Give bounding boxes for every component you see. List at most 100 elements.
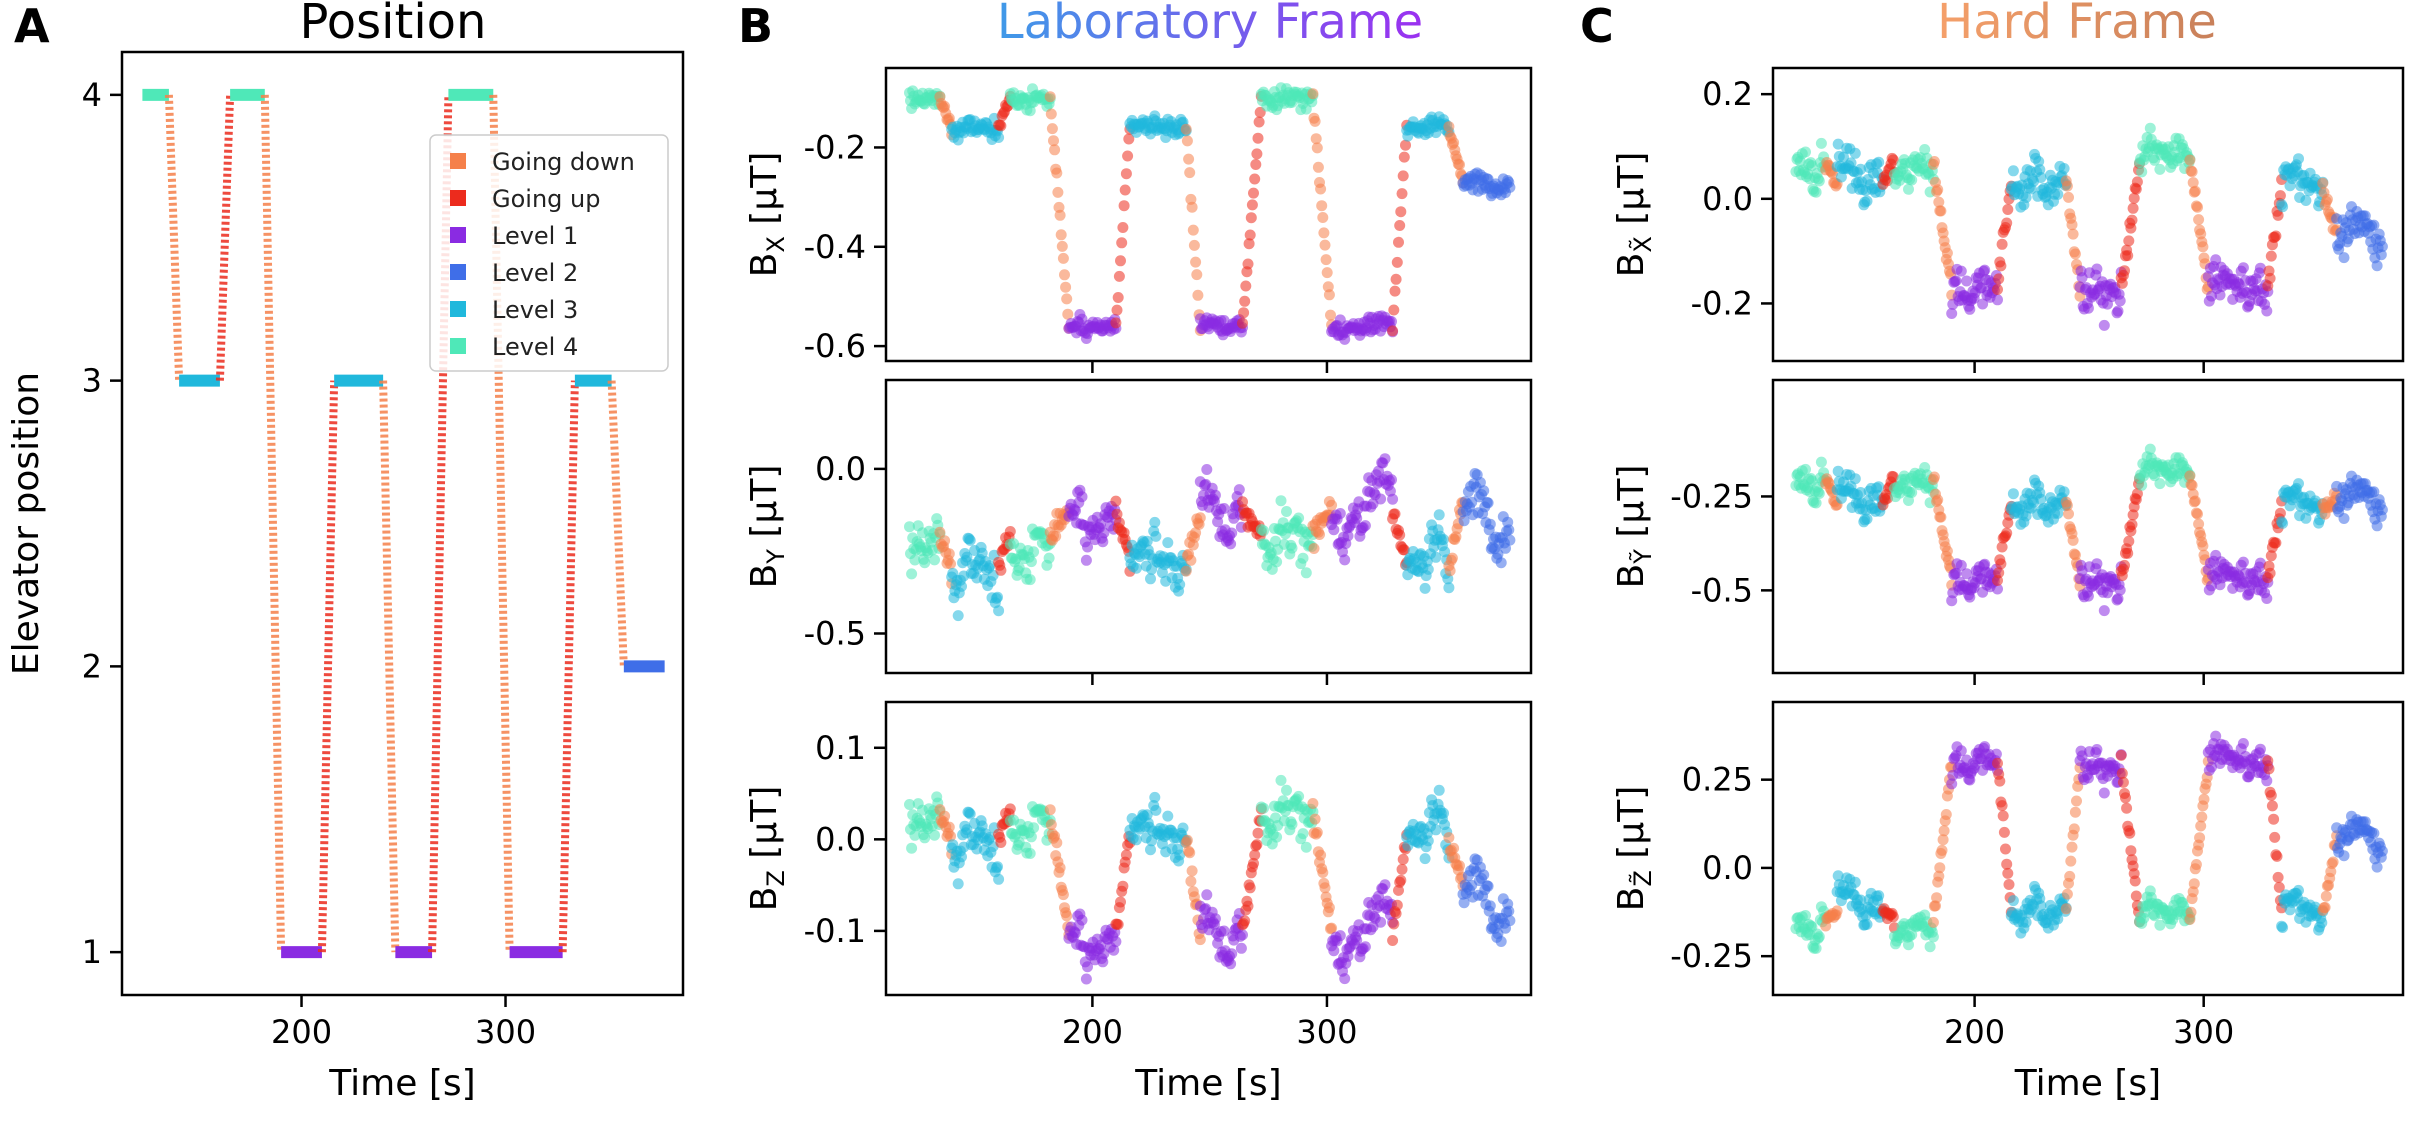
data-point-going_down — [2319, 901, 2331, 913]
data-point-going_down — [1044, 804, 1056, 816]
data-point-going_up — [1245, 212, 1257, 224]
y-tick-label-lab_bz: 0.0 — [815, 820, 866, 858]
data-point-level_3 — [2007, 488, 2019, 500]
data-point-going_up — [1122, 150, 1134, 162]
data-point-going_down — [1192, 289, 1204, 301]
data-point-level_1 — [1097, 956, 1109, 968]
y-tick-label-position: 4 — [82, 76, 102, 114]
data-point-going_down — [1316, 200, 1328, 212]
data-point-level_2 — [2368, 486, 2380, 498]
data-point-level_3 — [2293, 884, 2304, 896]
data-point-going_up — [2129, 875, 2141, 887]
transit-segment-going_up — [317, 380, 339, 953]
data-point-going_up — [2274, 507, 2286, 519]
data-point-level_3 — [1174, 579, 1186, 590]
data-point-level_1 — [1076, 914, 1088, 926]
data-point-going_down — [2197, 241, 2209, 253]
data-point-going_down — [1308, 543, 1320, 554]
data-point-level_3 — [1422, 835, 1434, 847]
data-point-level_4 — [906, 568, 918, 580]
data-point-level_1 — [2082, 302, 2094, 314]
data-point-level_3 — [1177, 822, 1189, 834]
data-point-going_up — [2130, 890, 2142, 902]
data-point-going_up — [1120, 168, 1132, 180]
axes-lab_by: 0.0 -0.5 BY [μT] — [744, 378, 1533, 685]
data-point-going_down — [1938, 825, 1950, 837]
points-hard_by — [1790, 443, 2388, 617]
data-point-level_4 — [929, 554, 940, 566]
legend-label-going_up: Going up — [492, 185, 600, 213]
y-tick-label-hard_bz: 0.25 — [1682, 761, 1753, 799]
data-point-level_1 — [2206, 761, 2217, 773]
data-point-level_1 — [1955, 745, 1967, 757]
data-point-level_4 — [1813, 175, 1825, 187]
data-point-going_down — [1935, 205, 1947, 217]
data-point-going_up — [2116, 277, 2128, 289]
data-point-going_up — [1239, 915, 1251, 927]
data-point-going_down — [2184, 470, 2196, 482]
data-point-level_3 — [2007, 895, 2019, 907]
data-point-going_up — [1389, 285, 1401, 297]
data-point-level_3 — [964, 808, 976, 820]
data-point-level_3 — [1832, 138, 1844, 150]
data-point-going_up — [2119, 265, 2130, 277]
data-point-level_1 — [1961, 275, 1973, 287]
data-point-level_2 — [1474, 477, 1486, 488]
data-point-level_2 — [1500, 542, 1511, 554]
points-lab_bx — [904, 82, 1516, 345]
data-point-level_4 — [1919, 144, 1931, 155]
data-point-going_up — [1120, 849, 1132, 861]
data-point-going_up — [1004, 803, 1016, 815]
data-point-going_up — [2001, 527, 2013, 539]
data-point-going_down — [939, 810, 951, 822]
data-point-level_2 — [2376, 845, 2388, 857]
data-point-level_1 — [2214, 289, 2226, 301]
data-point-level_4 — [1300, 841, 1312, 853]
data-point-level_4 — [2136, 479, 2148, 491]
data-point-level_3 — [1861, 918, 1873, 930]
data-point-level_3 — [952, 878, 964, 890]
data-point-going_down — [1319, 882, 1331, 894]
data-point-level_2 — [2368, 827, 2380, 839]
points-hard_bz — [1790, 730, 2388, 954]
data-point-going_down — [1309, 115, 1321, 127]
data-point-going_down — [1183, 153, 1195, 165]
data-point-going_down — [1190, 256, 1202, 268]
data-point-level_1 — [1992, 583, 2003, 595]
data-point-level_4 — [909, 554, 921, 566]
data-point-level_3 — [993, 605, 1005, 617]
data-point-level_3 — [952, 610, 964, 622]
data-point-level_4 — [919, 557, 931, 569]
data-point-going_down — [934, 526, 946, 538]
data-point-going_down — [1054, 862, 1066, 874]
data-point-going_down — [1454, 159, 1465, 171]
data-point-going_up — [1110, 495, 1122, 507]
data-point-level_1 — [2237, 556, 2249, 568]
data-point-level_1 — [2112, 305, 2124, 317]
data-point-going_up — [1112, 292, 1124, 303]
data-point-level_1 — [1946, 308, 1958, 319]
data-point-level_3 — [1849, 473, 1861, 485]
data-point-going_up — [1995, 558, 2007, 570]
data-point-going_up — [1395, 206, 1407, 218]
data-point-level_3 — [2058, 486, 2070, 498]
data-point-going_up — [2126, 214, 2138, 226]
data-point-level_4 — [1275, 774, 1287, 786]
data-point-going_up — [1117, 880, 1129, 892]
data-point-level_1 — [1201, 464, 1213, 475]
data-point-going_up — [2119, 559, 2130, 571]
data-point-level_3 — [1419, 853, 1431, 865]
data-point-going_up — [1389, 508, 1401, 520]
data-point-going_up — [1995, 260, 2007, 272]
data-point-level_1 — [2254, 262, 2266, 274]
data-point-level_3 — [2277, 201, 2289, 213]
data-point-level_4 — [1924, 941, 1936, 953]
data-point-going_up — [1251, 839, 1263, 851]
data-point-going_up — [2122, 250, 2134, 262]
y-tick-label-hard_by: -0.25 — [1670, 477, 1753, 515]
data-point-going_down — [2189, 185, 2201, 197]
data-point-going_up — [1123, 133, 1135, 145]
data-point-going_up — [2120, 792, 2131, 804]
data-point-going_down — [2320, 890, 2332, 902]
data-point-going_down — [2064, 870, 2076, 882]
